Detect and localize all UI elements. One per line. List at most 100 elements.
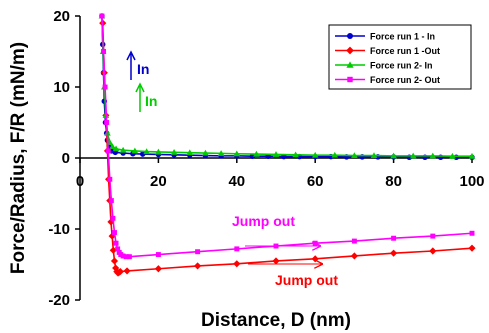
x-tick-label: 40 [228, 173, 245, 190]
legend-marker [346, 46, 354, 55]
data-point [312, 240, 318, 246]
data-point [351, 152, 358, 158]
data-point [350, 252, 358, 260]
data-point [112, 264, 120, 272]
arrow-up-icon-head [135, 82, 145, 93]
data-point [123, 267, 131, 275]
data-point [468, 244, 476, 252]
data-point [112, 230, 117, 236]
legend-marker [346, 61, 354, 68]
data-point [123, 254, 129, 260]
annotation-green-in: In [135, 82, 157, 112]
y-tick-label: 20 [53, 8, 70, 25]
data-point [272, 151, 280, 157]
data-point [116, 268, 124, 276]
data-point [292, 151, 299, 158]
y-tick-label: -10 [48, 221, 70, 238]
data-point [99, 13, 105, 19]
data-point [131, 147, 139, 154]
data-point [249, 153, 256, 159]
data-point [429, 152, 437, 159]
legend-entry: Force run 1 - In [335, 32, 435, 42]
data-point [370, 152, 378, 158]
annotation-label-green-in: In [145, 93, 157, 109]
x-tick-label: 0 [76, 173, 84, 190]
x-tick-label: 20 [150, 173, 167, 190]
data-point [110, 257, 119, 265]
annotation-red-jump-out: Jump out [248, 264, 338, 288]
data-point [195, 249, 201, 255]
data-point [108, 232, 116, 240]
data-point [272, 257, 280, 265]
data-point [154, 265, 162, 273]
data-point [409, 152, 417, 159]
data-point [102, 84, 108, 90]
data-point [120, 253, 126, 259]
y-tick-label: 10 [53, 79, 70, 96]
data-point [449, 152, 456, 159]
x-tick-label: 60 [307, 173, 324, 190]
data-point [115, 246, 121, 252]
data-point [351, 238, 357, 244]
x-axis-title: Distance, D (nm) [201, 310, 351, 331]
data-point [311, 151, 319, 158]
data-point [113, 240, 119, 246]
data-point [155, 148, 162, 155]
annotation-magenta-jump-out: Jump out [232, 213, 320, 246]
legend-label: Force run 2- In [370, 61, 433, 71]
data-point [217, 150, 225, 156]
legend-label: Force run 1 - In [370, 32, 435, 42]
data-point [390, 152, 397, 159]
data-point [331, 151, 339, 158]
data-point [233, 150, 241, 157]
data-point [253, 150, 260, 157]
series-3 [98, 12, 476, 159]
data-point [107, 176, 113, 182]
legend-label: Force run 1 -Out [370, 46, 440, 56]
legend-entry: Force run 1 -Out [335, 46, 440, 56]
annotation-blue-in: In [126, 50, 149, 80]
legend-entry: Force run 2- In [335, 61, 433, 71]
data-point [108, 198, 114, 204]
annotation-label-blue-in: In [137, 61, 149, 77]
data-point [202, 149, 209, 156]
data-point [391, 235, 397, 241]
data-point [109, 246, 117, 254]
data-point [311, 255, 319, 263]
y-axis-title: Force/Radius, F/R (mN/m) [8, 42, 29, 274]
legend-label: Force run 2- Out [370, 75, 440, 85]
data-point [105, 148, 111, 154]
legend-entry: Force run 2- Out [335, 75, 440, 85]
data-point [468, 152, 476, 159]
data-point [430, 233, 436, 239]
legend-marker [347, 76, 353, 83]
x-tick-label: 80 [385, 173, 402, 190]
data-point [126, 254, 132, 260]
data-point [155, 252, 161, 258]
x-tick-label: 100 [459, 173, 484, 190]
y-tick-label: 0 [62, 150, 70, 167]
tick-layer: -20 -10 0 10 20 0 20 40 60 80 100 [48, 8, 484, 309]
data-point [110, 215, 116, 221]
legend-marker [347, 33, 353, 39]
annotation-label-red-jump-out: Jump out [275, 272, 338, 288]
data-point [109, 143, 116, 150]
data-point [186, 149, 194, 156]
arrow-up-icon-head [126, 50, 136, 61]
legend: Force run 1 - In Force run 1 -Out Force ru… [328, 24, 472, 90]
data-point [194, 262, 202, 270]
data-point [139, 151, 146, 157]
data-point [143, 148, 150, 155]
annotation-label-magenta-jump-out: Jump out [232, 213, 295, 229]
data-point [234, 246, 240, 252]
data-point [469, 230, 475, 236]
data-point [119, 146, 127, 153]
series-layer [98, 12, 476, 277]
data-point [233, 260, 241, 268]
data-point [429, 247, 437, 255]
data-point [101, 49, 106, 54]
data-point [170, 149, 178, 155]
data-point [390, 249, 398, 257]
y-tick-label: -20 [48, 292, 70, 309]
